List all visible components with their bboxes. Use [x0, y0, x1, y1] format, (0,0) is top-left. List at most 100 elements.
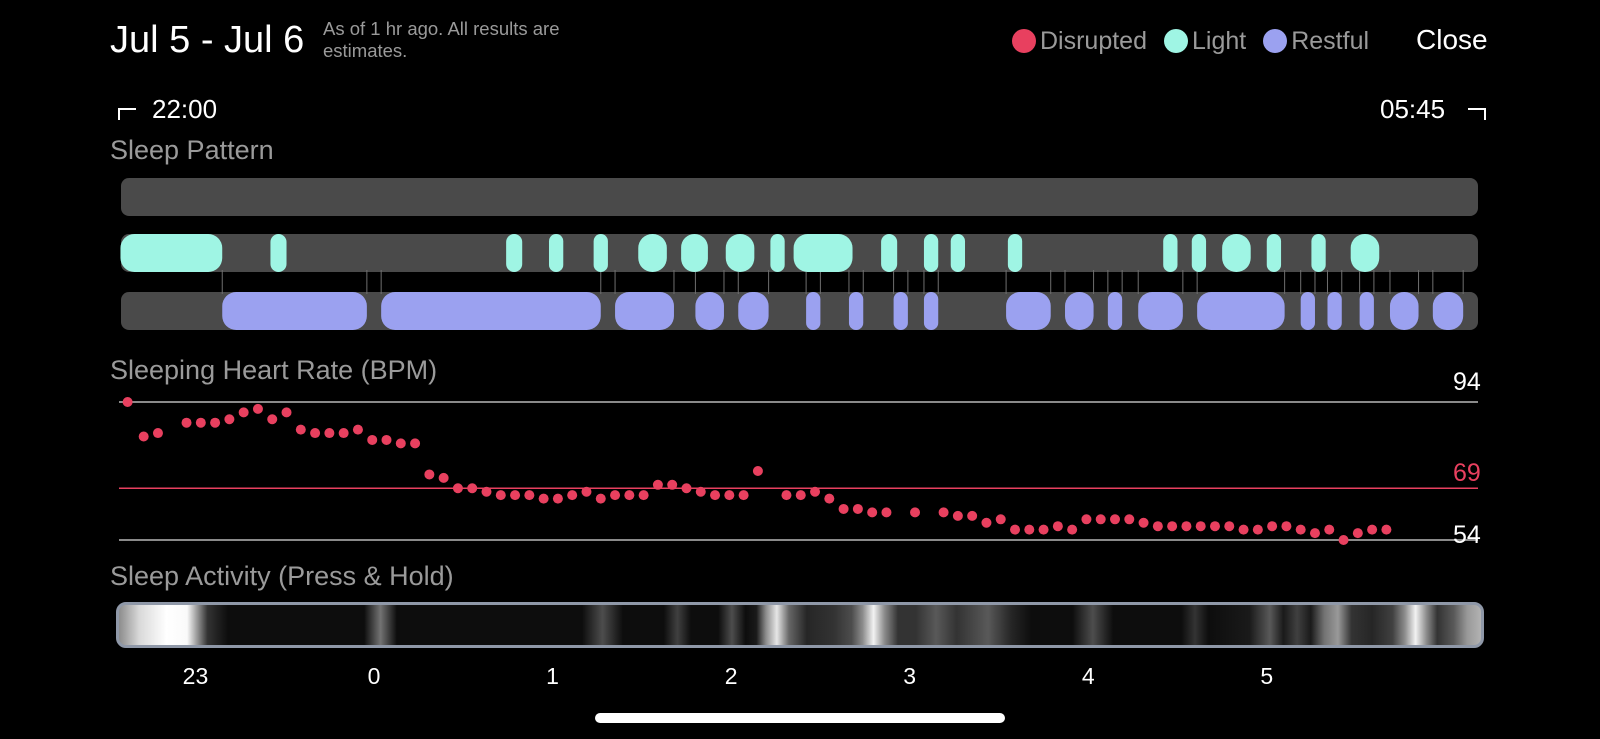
- light-segment: [1266, 234, 1282, 272]
- restful-segment: [738, 292, 769, 330]
- restful-segment: [615, 292, 674, 330]
- restful-segment: [222, 292, 367, 330]
- axis-tick-label: 5: [1260, 663, 1274, 689]
- hr-point: [138, 431, 149, 442]
- hr-point: [852, 503, 863, 514]
- hr-point: [1024, 524, 1035, 535]
- restful-segment: [1359, 292, 1374, 330]
- hr-point: [995, 514, 1006, 525]
- hr-point: [681, 483, 692, 494]
- hr-point: [1052, 521, 1063, 532]
- close-button[interactable]: Close: [1416, 22, 1488, 58]
- hr-point: [638, 490, 649, 501]
- sleep-pattern-chart[interactable]: [0, 170, 1600, 340]
- hr-point: [724, 490, 735, 501]
- hr-point: [1367, 524, 1378, 535]
- sleep-activity-bar[interactable]: [116, 602, 1484, 648]
- hr-point: [710, 490, 721, 501]
- hr-point: [1152, 521, 1163, 532]
- hr-point: [481, 486, 492, 497]
- hr-point: [667, 479, 678, 490]
- hr-point: [510, 490, 521, 501]
- restful-segment: [806, 292, 821, 330]
- hr-point: [1038, 524, 1049, 535]
- time-start: 22:00: [152, 94, 218, 124]
- hr-point: [1324, 524, 1335, 535]
- axis-tick-label: 2: [724, 663, 738, 689]
- hr-point: [952, 510, 963, 521]
- hr-point: [781, 490, 792, 501]
- hr-point: [1338, 535, 1349, 545]
- hr-point: [1281, 521, 1292, 532]
- hr-point: [381, 434, 392, 445]
- light-segment: [1311, 234, 1326, 272]
- hr-point: [1381, 524, 1392, 535]
- light-segment: [1007, 234, 1023, 272]
- hr-point: [310, 428, 321, 439]
- hr-point: [495, 490, 506, 501]
- light-segment: [548, 234, 564, 272]
- restful-segment: [695, 292, 724, 330]
- hr-point: [695, 486, 706, 497]
- heart-rate-chart[interactable]: [0, 380, 1600, 550]
- hr-point: [281, 407, 292, 418]
- light-segment: [725, 234, 755, 272]
- legend-disrupted: Disrupted: [1012, 27, 1147, 56]
- hr-point: [1252, 524, 1263, 535]
- restful-segment: [1006, 292, 1051, 330]
- legend-light: Light: [1164, 27, 1246, 56]
- hr-max-label: 94: [1453, 368, 1481, 396]
- axis-tick-label: 0: [367, 663, 381, 689]
- hr-point: [981, 517, 992, 528]
- hr-avg-label: 69: [1453, 459, 1481, 487]
- hr-point: [1209, 521, 1220, 532]
- light-segment: [270, 234, 287, 272]
- legend-label: Disrupted: [1040, 26, 1147, 55]
- time-end: 05:45: [1380, 94, 1446, 124]
- hr-point: [152, 428, 163, 439]
- hr-point: [810, 486, 821, 497]
- hr-point: [567, 490, 578, 501]
- light-segment: [881, 234, 898, 272]
- legend-label: Restful: [1291, 26, 1370, 55]
- restful-segment: [1389, 292, 1419, 330]
- hr-point: [122, 397, 133, 407]
- hr-point: [410, 438, 421, 449]
- hr-point: [652, 479, 663, 490]
- hr-point: [1110, 514, 1121, 525]
- restful-segment: [1300, 292, 1315, 330]
- restful-segment: [893, 292, 908, 330]
- hr-point: [424, 469, 435, 480]
- restful-segment: [1432, 292, 1464, 330]
- hr-point: [395, 438, 406, 449]
- hr-point: [438, 472, 449, 483]
- light-segment: [923, 234, 939, 272]
- light-segment: [1191, 234, 1207, 272]
- home-indicator[interactable]: [595, 713, 1005, 723]
- axis-tick-label: 4: [1081, 663, 1095, 689]
- heart-rate-title: Sleeping Heart Rate (BPM): [110, 355, 438, 385]
- hr-point: [1081, 514, 1092, 525]
- track-disrupted: [121, 178, 1478, 216]
- restful-segment: [848, 292, 864, 330]
- hr-point: [867, 507, 878, 518]
- hr-point: [338, 428, 349, 439]
- hr-point: [1138, 517, 1149, 528]
- hr-point: [752, 466, 763, 476]
- as-of-note: As of 1 hr ago. All results are estimate…: [323, 18, 560, 61]
- hr-point: [1309, 528, 1320, 539]
- hr-point: [181, 417, 192, 428]
- hr-point: [1067, 524, 1078, 535]
- hr-point: [552, 493, 563, 504]
- hr-point: [910, 507, 921, 518]
- light-dot-icon: [1164, 29, 1188, 53]
- hr-min-label: 54: [1453, 521, 1481, 549]
- hr-point: [1181, 521, 1192, 532]
- hr-point: [610, 490, 621, 501]
- hr-point: [267, 414, 278, 425]
- light-segment: [770, 234, 785, 272]
- restful-segment: [1197, 292, 1285, 330]
- light-segment: [120, 234, 223, 272]
- restful-segment: [1107, 292, 1123, 330]
- hr-point: [1095, 514, 1106, 525]
